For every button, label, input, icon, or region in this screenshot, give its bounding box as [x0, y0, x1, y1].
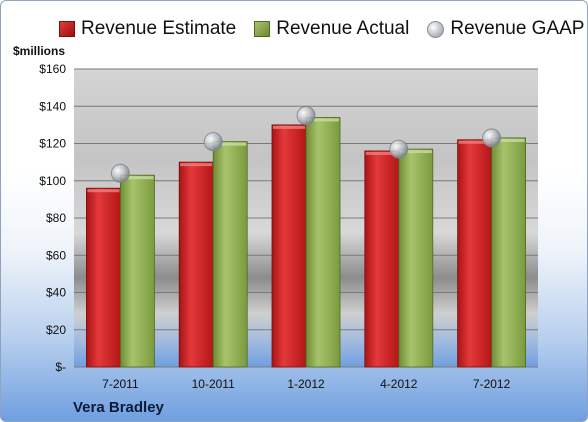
- bar-revenue-estimate: [271, 124, 307, 368]
- bar-top-highlight: [365, 151, 398, 155]
- y-tick-label: $120: [39, 137, 66, 151]
- bar-revenue-estimate: [457, 139, 493, 368]
- bar-revenue-actual: [398, 148, 434, 368]
- marker-revenue-gaap: [296, 106, 316, 125]
- bar-top-highlight: [87, 189, 120, 193]
- y-tick-label: $40: [46, 286, 66, 300]
- bar-revenue-estimate: [178, 161, 214, 368]
- legend-item-gaap: Revenue GAAP: [427, 18, 584, 40]
- marker-revenue-gaap: [389, 139, 409, 159]
- bar-revenue-actual: [120, 174, 155, 368]
- y-axis: $- $20 $40 $60 $80 $100 $120 $140 $160: [39, 62, 66, 374]
- marker-revenue-gaap: [482, 128, 502, 148]
- bar-top-highlight: [399, 150, 432, 154]
- bar-revenue-estimate: [86, 187, 121, 368]
- legend-label-actual: Revenue Actual: [276, 18, 410, 39]
- x-tick-label: 1-2012: [287, 377, 325, 391]
- bar-top-highlight: [180, 163, 213, 167]
- legend-item-actual: Revenue Actual: [254, 18, 409, 40]
- y-axis-unit-label: $millions: [13, 44, 66, 58]
- company-name: Vera Bradley: [73, 399, 164, 416]
- x-axis: 7-2011 10-2011 1-2012 4-2012 7-2012: [102, 377, 510, 391]
- bar-revenue-actual: [491, 137, 527, 368]
- y-tick-label: $80: [46, 211, 66, 225]
- legend-item-estimate: Revenue Estimate: [59, 18, 236, 40]
- y-tick-label: $-: [55, 360, 66, 374]
- bars: [86, 117, 527, 368]
- bar-top-highlight: [273, 125, 305, 129]
- legend-label-estimate: Revenue Estimate: [81, 18, 237, 39]
- x-tick-label: 10-2011: [192, 377, 235, 391]
- legend: Revenue Estimate Revenue Actual Revenue …: [59, 15, 584, 43]
- marker-revenue-gaap: [203, 132, 223, 152]
- y-tick-label: $100: [39, 174, 66, 188]
- bar-revenue-actual: [305, 117, 341, 368]
- bar-top-highlight: [492, 138, 525, 142]
- marker-revenue-gaap: [111, 163, 130, 183]
- x-tick-label: 4-2012: [380, 377, 418, 391]
- y-tick-label: $20: [46, 323, 66, 337]
- x-tick-label: 7-2011: [102, 377, 139, 391]
- bar-top-highlight: [307, 118, 339, 122]
- y-tick-label: $140: [39, 99, 66, 113]
- y-tick-label: $60: [46, 248, 66, 262]
- bar-revenue-estimate: [364, 150, 400, 368]
- legend-label-gaap: Revenue GAAP: [450, 18, 585, 39]
- bar-top-highlight: [214, 142, 247, 146]
- legend-swatch-actual: [254, 21, 271, 37]
- legend-swatch-gaap: [427, 20, 445, 38]
- legend-swatch-estimate: [59, 21, 75, 37]
- gaap-markers: [111, 106, 502, 183]
- y-tick-label: $160: [39, 62, 66, 76]
- bar-top-highlight: [121, 176, 154, 180]
- x-tick-label: 7-2012: [473, 377, 511, 391]
- bar-revenue-actual: [212, 141, 248, 368]
- bar-top-highlight: [458, 140, 491, 144]
